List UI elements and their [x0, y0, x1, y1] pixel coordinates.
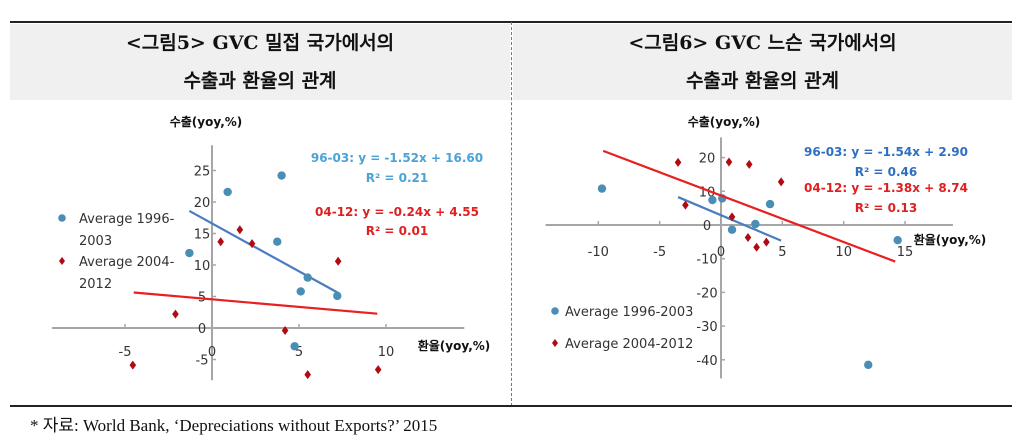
regression-equation-2: 04-12: y = -0.24x + 4.55: [315, 205, 479, 219]
regression-equation-1: 96-03: y = -1.54x + 2.90: [804, 145, 968, 159]
data-point-series2: [172, 309, 179, 319]
legend-marker-series2: [552, 339, 558, 347]
trendline-2: [133, 291, 378, 315]
legend-label-series1-cont: 2003: [79, 234, 112, 249]
figure6-title-line2: 수출과 환율의 관계: [685, 70, 840, 92]
legend-marker-series1: [551, 307, 559, 315]
legend-marker-series2: [59, 257, 65, 265]
figure6-chart: -10 -5 0 5 10 15-40-30-20-1001020수출(yoy,%)환율(…: [545, 114, 987, 379]
y-tick-label: -20: [696, 286, 717, 301]
trendline-2: [602, 149, 896, 263]
panel-divider: [511, 22, 512, 406]
data-point-series2: [777, 177, 785, 187]
trendline-1: [188, 210, 338, 294]
x-axis-label: 환율(yoy,%): [914, 232, 987, 247]
data-point-series1: [277, 171, 286, 180]
data-point-series2: [334, 256, 342, 266]
legend-label-series2: Average 2004-: [79, 255, 175, 270]
legend-label-series2-cont: 2012: [79, 277, 112, 292]
y-axis-label: 수출(yoy,%): [170, 114, 243, 129]
data-point-series2: [281, 326, 289, 336]
data-point-series2: [745, 159, 753, 169]
source-footnote: * 자료: World Bank, ‘Depreciations without…: [30, 416, 438, 435]
data-point-series1: [765, 199, 775, 209]
x-tick-label: -5: [653, 245, 666, 260]
legend-label-series1: Average 1996-2003: [565, 305, 693, 320]
figure6-header: <그림6> GVC 느슨 국가에서의 수출과 환율의 관계: [513, 24, 1012, 100]
x-axis-label: 환율(yoy,%): [418, 338, 491, 353]
data-point-series2: [744, 232, 752, 242]
figure5-header: <그림5> GVC 밀접 국가에서의 수출과 환율의 관계: [10, 24, 510, 100]
trendline-1: [677, 196, 782, 242]
y-tick-label: 20: [194, 196, 211, 211]
data-point-series2: [217, 237, 224, 247]
data-point-series1: [223, 187, 232, 197]
r-squared-2: R² = 0.01: [366, 224, 429, 238]
x-tick-label: -5: [119, 345, 132, 360]
y-tick-label: 10: [194, 259, 211, 274]
x-tick-label: 5: [778, 245, 786, 260]
data-point-series1: [864, 360, 873, 370]
data-point-series1: [296, 287, 305, 296]
legend-label-series1: Average 1996-: [79, 212, 175, 227]
data-point-series1: [708, 195, 717, 205]
bottom-rule: [10, 405, 1012, 407]
data-point-series2: [374, 365, 382, 375]
x-tick-label: 0: [717, 245, 725, 260]
data-point-series2: [674, 157, 682, 167]
data-point-series1: [333, 291, 342, 301]
figure5-chart: -50510-50510152025수출(yoy,%)환율(yoy,%)96-0…: [51, 114, 491, 381]
y-tick-label: 25: [194, 165, 211, 180]
regression-equation-2: 04-12: y = -1.38x + 8.74: [804, 181, 968, 195]
figure5-title-line1: <그림5> GVC 밀접 국가에서의: [125, 32, 395, 54]
y-axis-label: 수출(yoy,%): [688, 114, 761, 129]
x-tick-label: 10: [835, 245, 852, 260]
legend-marker-series1: [58, 214, 66, 222]
x-tick-label: 5: [295, 345, 303, 360]
x-tick-label: 15: [897, 245, 914, 260]
data-point-series1: [751, 219, 760, 229]
data-point-series1: [727, 225, 737, 234]
data-point-series2: [236, 225, 244, 235]
data-point-series2: [304, 370, 311, 380]
y-tick-label: -5: [196, 354, 209, 369]
figure6-title-line1: <그림6> GVC 느슨 국가에서의: [628, 32, 897, 54]
y-tick-label: 0: [703, 219, 711, 234]
legend-label-series2: Average 2004-2012: [565, 337, 693, 352]
x-tick-label: 10: [378, 345, 395, 360]
y-tick-label: 0: [198, 322, 206, 337]
data-point-series2: [129, 360, 137, 370]
y-tick-label: -30: [696, 320, 717, 335]
data-point-series2: [763, 237, 770, 247]
data-point-series2: [248, 239, 256, 249]
data-point-series2: [725, 157, 733, 167]
data-point-series2: [753, 242, 760, 252]
y-tick-label: -40: [696, 354, 717, 369]
r-squared-1: R² = 0.46: [855, 165, 918, 179]
regression-equation-1: 96-03: y = -1.52x + 16.60: [311, 151, 483, 165]
y-tick-label: 15: [194, 228, 211, 243]
x-tick-label: 0: [208, 345, 216, 360]
data-point-series1: [273, 237, 282, 246]
r-squared-2: R² = 0.13: [855, 201, 918, 215]
x-tick-label: -10: [588, 245, 609, 260]
data-point-series1: [290, 342, 299, 351]
y-tick-label: -10: [696, 253, 717, 268]
y-tick-label: 20: [699, 152, 716, 167]
data-point-series2: [728, 212, 736, 222]
data-point-series1: [893, 235, 902, 245]
data-point-series1: [303, 273, 312, 282]
figure5-title-line2: 수출과 환율의 관계: [183, 70, 337, 92]
r-squared-1: R² = 0.21: [366, 171, 429, 185]
data-point-series1: [597, 184, 607, 193]
data-point-series1: [185, 248, 194, 258]
